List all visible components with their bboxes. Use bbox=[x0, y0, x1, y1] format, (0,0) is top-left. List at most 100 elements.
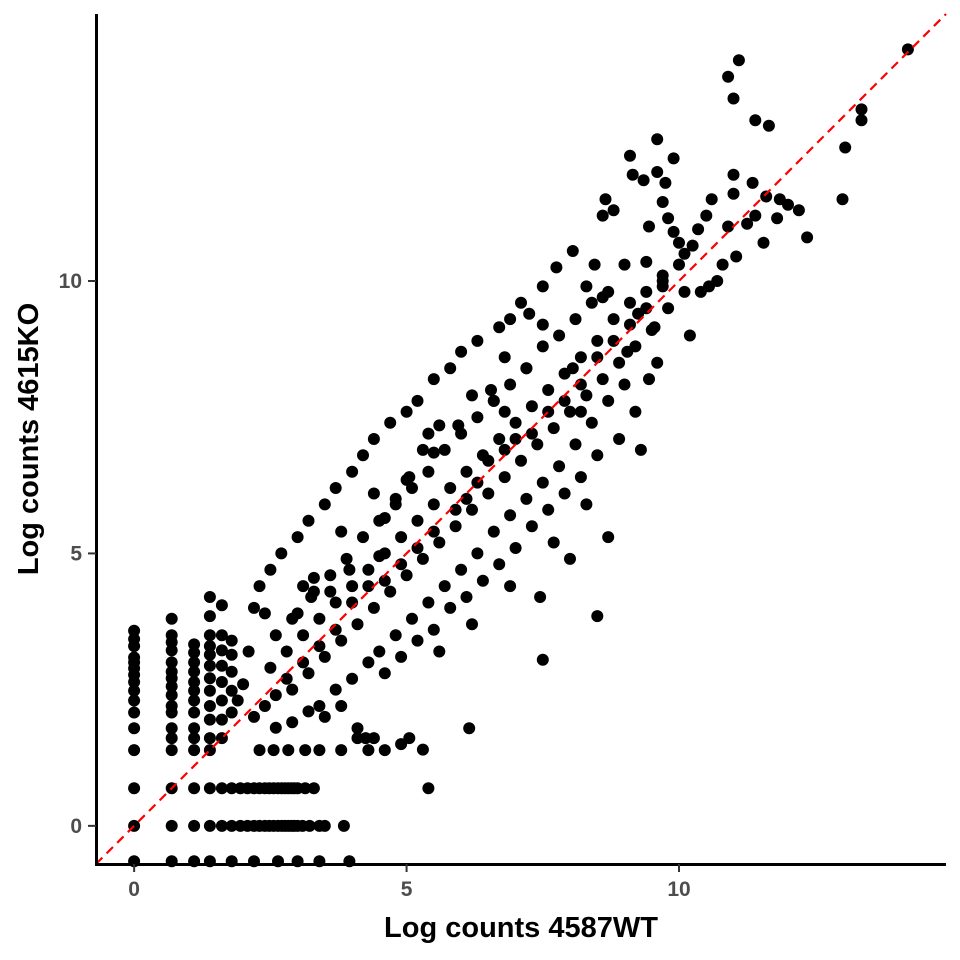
data-point bbox=[498, 443, 511, 456]
data-point bbox=[602, 285, 615, 298]
data-point bbox=[128, 722, 141, 735]
data-point bbox=[449, 520, 462, 533]
data-point bbox=[855, 114, 868, 127]
data-point bbox=[504, 378, 517, 391]
data-point bbox=[264, 563, 277, 576]
data-point bbox=[165, 689, 178, 702]
data-point bbox=[248, 601, 260, 614]
data-point bbox=[343, 563, 356, 576]
data-point bbox=[836, 193, 849, 206]
data-point bbox=[307, 585, 320, 598]
data-point bbox=[351, 618, 364, 631]
data-point bbox=[188, 819, 201, 832]
data-point bbox=[165, 732, 178, 745]
data-point bbox=[302, 667, 315, 680]
data-point bbox=[422, 427, 435, 440]
data-point bbox=[411, 394, 424, 407]
data-point bbox=[722, 220, 735, 233]
data-point bbox=[433, 536, 446, 549]
x-tick-label: 10 bbox=[667, 878, 690, 901]
data-point bbox=[128, 744, 141, 757]
data-point bbox=[389, 498, 402, 511]
data-point bbox=[378, 667, 391, 680]
y-tick-label: 10 bbox=[59, 270, 82, 293]
data-point bbox=[215, 629, 228, 642]
data-point bbox=[318, 498, 331, 511]
data-point bbox=[624, 296, 636, 309]
data-point bbox=[629, 405, 642, 418]
data-point bbox=[455, 563, 468, 576]
data-point bbox=[523, 307, 536, 320]
data-point bbox=[291, 531, 304, 544]
data-point bbox=[215, 599, 228, 612]
data-point bbox=[406, 612, 418, 625]
data-point bbox=[504, 313, 517, 326]
data-point bbox=[362, 744, 375, 757]
data-point bbox=[534, 591, 547, 603]
data-point bbox=[378, 574, 391, 587]
y-tick-label: 0 bbox=[70, 815, 82, 838]
data-point bbox=[128, 684, 141, 697]
data-point bbox=[686, 239, 699, 252]
data-point bbox=[515, 296, 527, 309]
data-point bbox=[782, 198, 794, 211]
data-point bbox=[165, 700, 178, 712]
data-point bbox=[203, 591, 216, 603]
data-point bbox=[269, 689, 282, 702]
data-point bbox=[558, 367, 571, 380]
x-tick-label: 0 bbox=[128, 878, 140, 901]
data-point bbox=[318, 710, 331, 723]
data-point bbox=[531, 438, 544, 451]
data-point bbox=[165, 612, 178, 625]
data-point bbox=[749, 209, 762, 222]
data-point bbox=[645, 324, 658, 336]
data-point bbox=[367, 732, 380, 745]
data-point bbox=[367, 433, 380, 445]
data-point bbox=[509, 433, 522, 445]
data-point bbox=[297, 629, 310, 642]
data-point bbox=[643, 220, 655, 233]
data-point bbox=[203, 684, 216, 697]
data-point bbox=[667, 225, 680, 238]
data-point bbox=[307, 571, 320, 584]
data-point bbox=[667, 152, 680, 165]
data-point bbox=[203, 713, 216, 726]
data-point bbox=[493, 321, 506, 334]
data-point bbox=[384, 416, 397, 429]
data-point bbox=[730, 250, 743, 263]
data-point bbox=[471, 411, 484, 424]
data-point bbox=[188, 744, 201, 757]
data-point bbox=[253, 580, 266, 593]
data-point bbox=[258, 700, 271, 712]
data-point bbox=[359, 732, 372, 745]
data-point bbox=[286, 683, 299, 696]
data-point bbox=[188, 732, 201, 745]
data-point bbox=[580, 389, 593, 402]
x-tick-label: 5 bbox=[401, 878, 413, 901]
data-point bbox=[280, 645, 293, 658]
data-point bbox=[253, 744, 266, 757]
data-point bbox=[203, 782, 216, 795]
data-point bbox=[416, 552, 429, 565]
data-point bbox=[188, 656, 201, 669]
data-point bbox=[367, 601, 380, 614]
data-point bbox=[188, 706, 201, 719]
data-point bbox=[313, 700, 326, 712]
data-point bbox=[558, 487, 571, 500]
data-point bbox=[411, 514, 424, 527]
data-point bbox=[624, 318, 636, 331]
data-point bbox=[444, 362, 457, 375]
data-point bbox=[128, 706, 141, 719]
data-point bbox=[493, 558, 506, 571]
data-point bbox=[482, 487, 495, 500]
data-point bbox=[585, 296, 598, 309]
data-point bbox=[422, 465, 435, 478]
data-point bbox=[596, 209, 609, 222]
data-point bbox=[357, 449, 369, 462]
data-point bbox=[346, 465, 359, 478]
data-point bbox=[504, 580, 517, 593]
data-point bbox=[460, 465, 473, 478]
data-point bbox=[188, 722, 201, 735]
data-point bbox=[286, 612, 299, 625]
data-point bbox=[286, 716, 299, 729]
